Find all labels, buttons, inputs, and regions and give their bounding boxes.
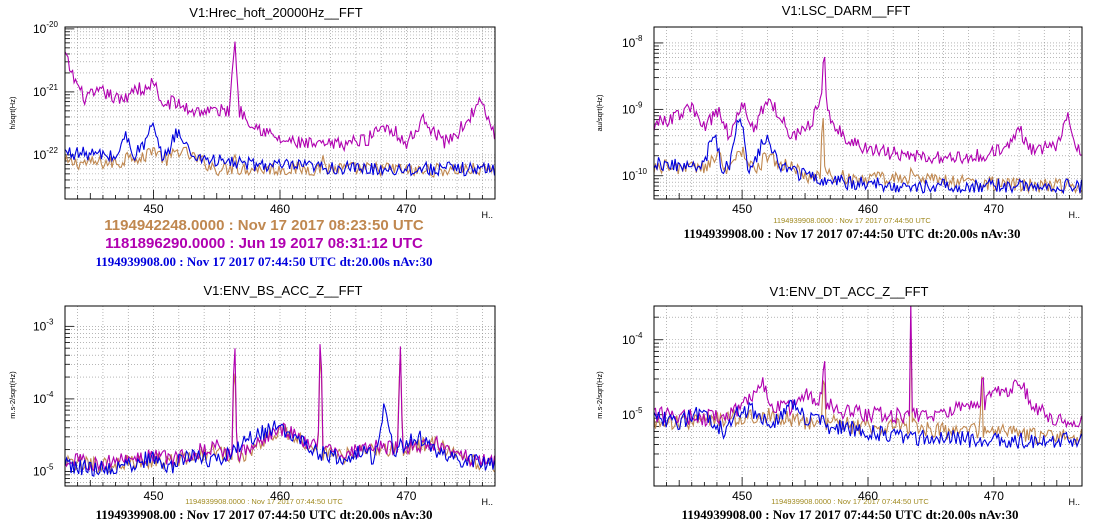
- x-tick-label: 470: [984, 202, 1004, 216]
- series-line: [654, 117, 1082, 195]
- x-tick-label: 460: [858, 202, 878, 216]
- chart-title-bottom-left: V1:ENV_BS_ACC_Z__FFT: [204, 283, 363, 298]
- y-tick-label: 10-4: [33, 390, 54, 406]
- x-tick-label: 470: [396, 489, 416, 503]
- chart-panel-top-left: 450 460 470 H.. 10-22 10-21 10-20 h/sqrt(Hz): [8, 20, 496, 220]
- series-line: [654, 56, 1082, 165]
- y-tick-label: 10-9: [622, 100, 643, 116]
- series-line: [65, 403, 495, 477]
- y-axis-label: au/sqrt(Hz): [595, 94, 604, 132]
- legend-entry: 1194942248.0000 : Nov 17 2017 08:23:50 U…: [104, 217, 424, 234]
- x-tick-label: 450: [144, 202, 164, 216]
- x-tick-label: 460: [270, 489, 290, 503]
- y-tick-label: 10-3: [33, 317, 54, 333]
- x-axis-label: H..: [481, 497, 493, 507]
- footer-main-bottom-left: 1194939908.00 : Nov 17 2017 07:44:50 UTC…: [95, 507, 432, 522]
- x-axis-label: H..: [1068, 497, 1080, 507]
- chart-panel-bottom-right: 450 460 470 H.. 10-5 10-4 m.s-2/sqrt(Hz): [595, 305, 1083, 507]
- chart-panel-bottom-left: 450 460 470 H.. 10-5 10-4 10-3 m.s-2/sqrt(Hz): [8, 305, 496, 507]
- chart-panel-top-right: 450 460 470 H.. 10-10 10-9 10-8 au/sqrt(Hz): [595, 26, 1083, 220]
- y-tick-label: 10-8: [622, 34, 643, 50]
- y-tick-label: 10-20: [33, 20, 58, 36]
- x-tick-label: 450: [144, 489, 164, 503]
- y-tick-label: 10-4: [622, 331, 643, 347]
- y-axis-label: m.s-2/sqrt(Hz): [8, 371, 17, 419]
- x-tick-label: 460: [858, 489, 878, 503]
- y-tick-label: 10-21: [33, 83, 58, 99]
- y-axis-label: m.s-2/sqrt(Hz): [595, 371, 604, 419]
- x-tick-label: 450: [732, 489, 752, 503]
- series-line: [65, 121, 495, 177]
- x-tick-label: 470: [396, 202, 416, 216]
- y-tick-label: 10-10: [622, 167, 647, 183]
- x-tick-label: 450: [732, 202, 752, 216]
- x-tick-label: 460: [270, 202, 290, 216]
- legend-entry: 1181896290.0000 : Jun 19 2017 08:31:12 U…: [105, 235, 423, 252]
- series-line: [65, 146, 495, 178]
- y-axis-label: h/sqrt(Hz): [8, 96, 17, 129]
- x-axis-label: H..: [1068, 210, 1080, 220]
- footer-main-top-right: 1194939908.00 : Nov 17 2017 07:44:50 UTC…: [683, 226, 1020, 241]
- chart-title-top-right: V1:LSC_DARM__FFT: [782, 3, 911, 18]
- footer-small-bottom-left: 1194939908.0000 : Nov 17 2017 07:44:50 U…: [185, 497, 343, 506]
- y-tick-label: 10-5: [622, 406, 643, 422]
- footer-small-top-right: 1194939908.0000 : Nov 17 2017 07:44:50 U…: [773, 216, 931, 225]
- footer-small-bottom-right: 1194939908.0000 : Nov 17 2017 07:44:50 U…: [771, 497, 929, 506]
- legend-entry: 1194939908.00 : Nov 17 2017 07:44:50 UTC…: [95, 254, 432, 269]
- series-line: [654, 399, 1082, 450]
- series-line: [654, 320, 1082, 445]
- footer-main-bottom-right: 1194939908.00 : Nov 17 2017 07:44:50 UTC…: [681, 507, 1018, 522]
- x-axis-label: H..: [481, 210, 493, 220]
- x-tick-label: 470: [984, 489, 1004, 503]
- chart-title-bottom-right: V1:ENV_DT_ACC_Z__FFT: [770, 284, 929, 299]
- series-line: [654, 306, 1082, 429]
- series-line: [65, 41, 495, 153]
- y-tick-label: 10-22: [33, 146, 58, 162]
- y-tick-label: 10-5: [33, 462, 54, 478]
- chart-title-top-left: V1:Hrec_hoft_20000Hz__FFT: [189, 5, 362, 20]
